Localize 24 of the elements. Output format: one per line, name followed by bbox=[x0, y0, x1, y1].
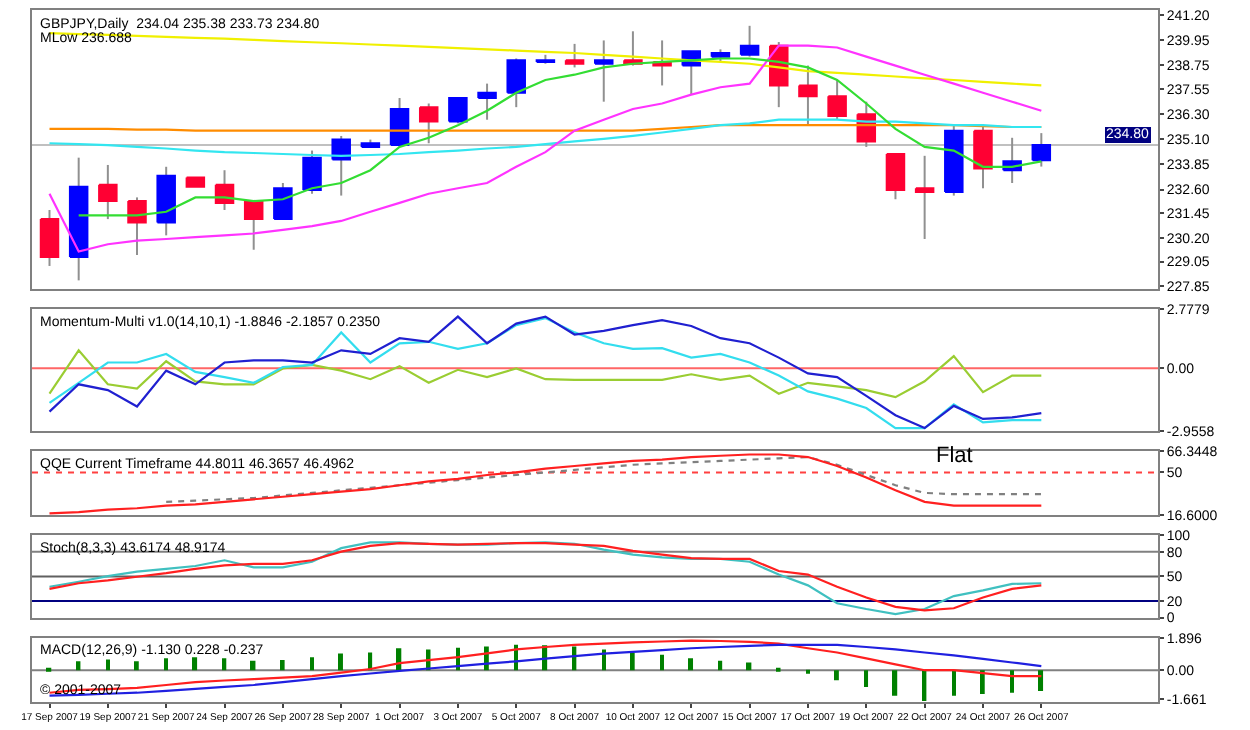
bar bbox=[834, 670, 839, 681]
bar bbox=[192, 657, 198, 671]
annotation: Flat bbox=[936, 444, 973, 468]
bar bbox=[76, 661, 81, 671]
line-series bbox=[48, 349, 1043, 399]
bar bbox=[164, 658, 168, 671]
bar bbox=[1038, 670, 1044, 691]
bar bbox=[310, 657, 314, 671]
bar bbox=[952, 670, 956, 696]
bar bbox=[718, 660, 723, 671]
bar bbox=[746, 662, 752, 671]
bar bbox=[280, 660, 285, 671]
bar bbox=[660, 654, 664, 671]
bar bbox=[134, 661, 139, 671]
bar bbox=[864, 670, 869, 687]
bar bbox=[338, 653, 343, 671]
bar bbox=[222, 658, 227, 671]
bar bbox=[892, 670, 898, 696]
bar bbox=[630, 652, 635, 671]
bar bbox=[106, 659, 110, 671]
bar bbox=[980, 670, 985, 694]
line-series bbox=[48, 44, 1043, 253]
bar bbox=[688, 658, 694, 671]
bar bbox=[1010, 670, 1014, 693]
